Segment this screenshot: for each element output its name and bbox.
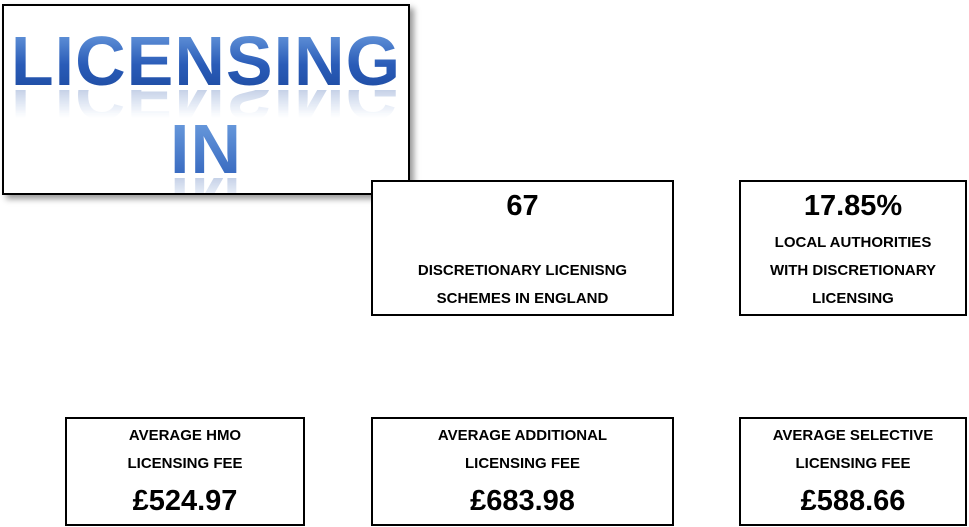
- title-line: LICENSING: [4, 26, 408, 96]
- stat-value: 67: [506, 190, 539, 222]
- fee-label: LICENSING FEE: [795, 455, 911, 472]
- fee-label: LICENSING FEE: [127, 455, 243, 472]
- fee-label: AVERAGE SELECTIVE: [772, 427, 934, 444]
- title-line: IN ENGLAND: [4, 114, 408, 193]
- fee-label: AVERAGE ADDITIONAL: [437, 427, 608, 444]
- title-box: LICENSING LICENSING IN ENGLAND IN ENGLAN…: [2, 4, 410, 195]
- fee-label: LICENSING FEE: [464, 455, 580, 472]
- fee-value: £524.97: [132, 485, 238, 517]
- stat-label: LICENSING: [812, 290, 894, 307]
- stat-box: 17.85% LOCAL AUTHORITIES WITH DISCRETION…: [739, 180, 967, 316]
- fee-box: AVERAGE ADDITIONAL LICENSING FEE £683.98: [371, 417, 674, 526]
- fee-value: £683.98: [470, 485, 575, 517]
- stat-label: LOCAL AUTHORITIES: [774, 234, 932, 251]
- stat-value: 17.85%: [803, 190, 903, 222]
- fee-value: £588.66: [800, 485, 906, 517]
- stat-label: DISCRETIONARY LICENISNG: [417, 262, 628, 279]
- fee-box: AVERAGE SELECTIVE LICENSING FEE £588.66: [739, 417, 967, 526]
- fee-label: AVERAGE HMO: [128, 427, 242, 444]
- stat-box: 67 DISCRETIONARY LICENISNG SCHEMES IN EN…: [371, 180, 674, 316]
- title-reflection: IN ENGLAND: [4, 178, 408, 193]
- stat-label: WITH DISCRETIONARY: [769, 262, 937, 279]
- stat-label: SCHEMES IN ENGLAND: [436, 290, 609, 307]
- fee-box: AVERAGE HMO LICENSING FEE £524.97: [65, 417, 305, 526]
